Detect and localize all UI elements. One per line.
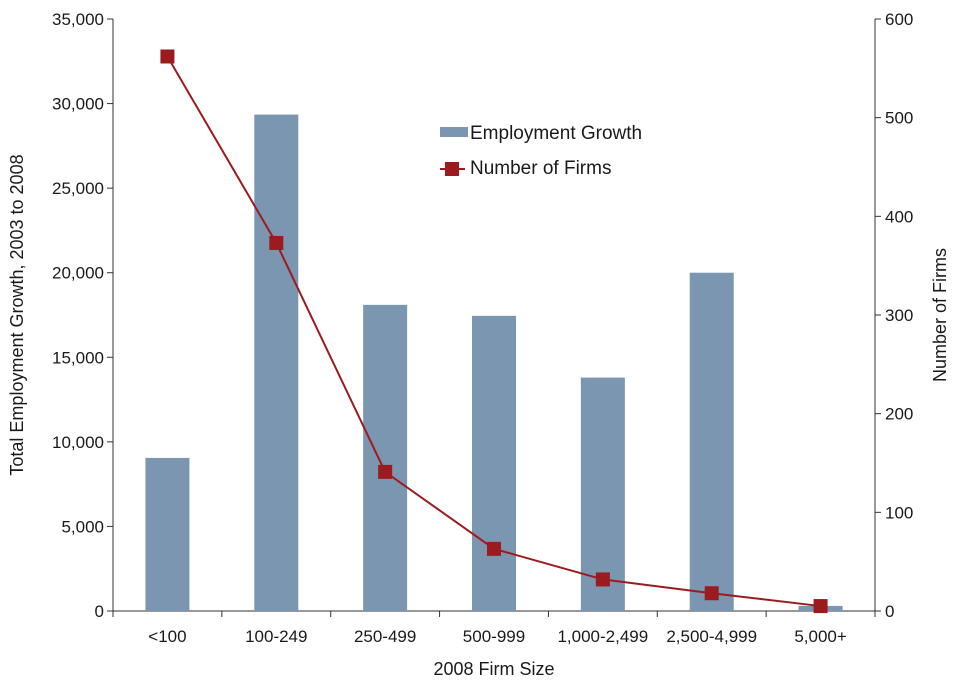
plot-area: 0 5,000 10,000 15,000 20,000 25,000 30,000 35,0… [52, 10, 913, 646]
x-category-label: 5,000+ [794, 627, 847, 646]
left-y-tick-label: 35,000 [52, 10, 104, 29]
number-of-firms-marker [269, 235, 284, 250]
employment-growth-bar [689, 272, 734, 611]
left-y-tick-label: 15,000 [52, 348, 104, 367]
left-y-tick-label: 20,000 [52, 264, 104, 283]
right-y-tick-label: 200 [885, 405, 913, 424]
number-of-firms-marker [378, 464, 393, 479]
x-axis-ticks: <100 100-249 250-499 500-999 1,000-2,499 2,50… [112, 611, 876, 646]
left-y-tick-label: 10,000 [52, 433, 104, 452]
legend-number-of-firms-marker [445, 162, 459, 176]
x-category-label: 1,000-2,499 [557, 627, 648, 646]
right-y-tick-label: 100 [885, 503, 913, 522]
legend: Employment Growth Number of Firms [440, 123, 642, 179]
x-axis-title: 2008 Firm Size [433, 659, 554, 679]
number-of-firms-marker [813, 599, 828, 614]
legend-employment-growth-label: Employment Growth [470, 123, 642, 144]
x-category-label: 2,500-4,999 [666, 627, 757, 646]
right-y-tick-label: 500 [885, 109, 913, 128]
number-of-firms-marker [487, 541, 501, 556]
right-y-tick-label: 300 [885, 306, 913, 325]
left-y-axis-title: Total Employment Growth, 2003 to 2008 [7, 154, 27, 475]
x-category-label: 500-999 [463, 627, 525, 646]
number-of-firms-marker [704, 586, 719, 601]
employment-growth-bar [145, 457, 190, 611]
number-of-firms-marker [595, 572, 610, 587]
right-y-axis-ticks: 0 100 200 300 400 500 600 [875, 10, 913, 621]
left-y-tick-label: 0 [95, 602, 104, 621]
employment-growth-bar [254, 114, 299, 612]
left-y-tick-label: 30,000 [52, 95, 104, 114]
x-category-label: 250-499 [354, 627, 416, 646]
x-category-label: <100 [148, 627, 186, 646]
legend-employment-growth-swatch [440, 127, 468, 137]
left-y-tick-label: 5,000 [61, 517, 104, 536]
right-y-axis-title: Number of Firms [930, 248, 950, 382]
number-of-firms-series [160, 49, 828, 614]
legend-number-of-firms-label: Number of Firms [470, 158, 611, 179]
number-of-firms-marker [160, 49, 175, 64]
right-y-tick-label: 400 [885, 207, 913, 226]
employment-growth-bar [580, 377, 625, 611]
x-category-label: 100-249 [245, 627, 307, 646]
right-y-tick-label: 600 [885, 10, 913, 29]
employment-growth-bar [472, 315, 516, 611]
right-y-tick-label: 0 [885, 602, 894, 621]
employment-growth-bar [363, 304, 408, 611]
employment-growth-bars [145, 114, 843, 612]
left-y-axis-ticks: 0 5,000 10,000 15,000 20,000 25,000 30,000 35,0… [52, 10, 113, 621]
left-y-tick-label: 25,000 [52, 179, 104, 198]
